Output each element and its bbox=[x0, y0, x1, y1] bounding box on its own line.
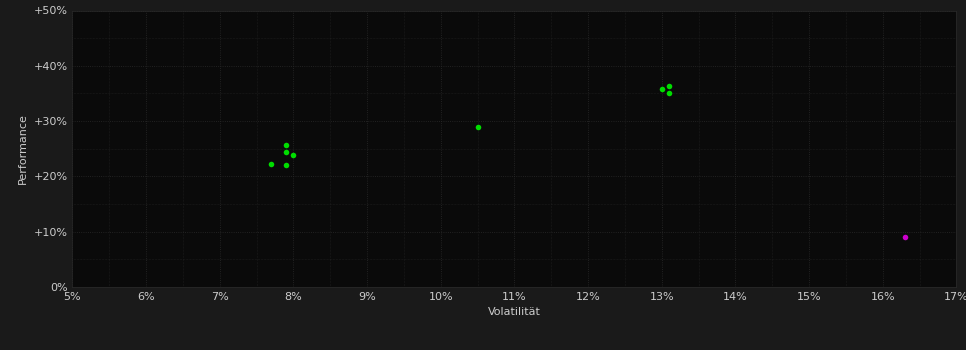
Point bbox=[278, 149, 294, 155]
Point bbox=[654, 86, 669, 92]
X-axis label: Volatilität: Volatilität bbox=[488, 307, 541, 317]
Point bbox=[897, 234, 913, 240]
Y-axis label: Performance: Performance bbox=[18, 113, 28, 184]
Point bbox=[264, 161, 279, 167]
Point bbox=[278, 143, 294, 148]
Point bbox=[469, 124, 485, 130]
Point bbox=[662, 83, 677, 89]
Point bbox=[278, 162, 294, 168]
Point bbox=[286, 153, 301, 158]
Point bbox=[662, 91, 677, 96]
